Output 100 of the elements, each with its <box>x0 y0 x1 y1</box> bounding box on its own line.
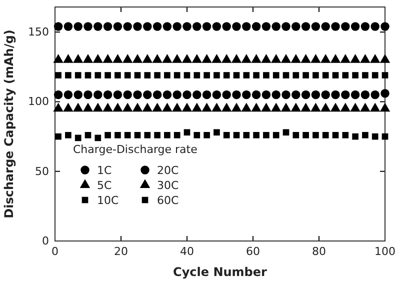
point <box>252 90 261 100</box>
point <box>74 90 82 100</box>
point <box>280 54 292 63</box>
point <box>350 102 360 112</box>
point <box>290 54 301 63</box>
point <box>84 132 92 138</box>
x-tick-label: 100 <box>374 244 396 258</box>
point <box>192 54 202 63</box>
point <box>113 22 122 31</box>
point <box>162 54 172 63</box>
point <box>164 132 170 138</box>
y-axis-title: Discharge Capacity (mAh/g) <box>2 30 16 218</box>
point <box>282 129 290 136</box>
point <box>104 132 111 138</box>
point <box>222 90 231 100</box>
point <box>312 132 319 138</box>
point <box>360 102 370 112</box>
point <box>312 72 319 78</box>
point <box>92 102 103 112</box>
point <box>152 90 162 100</box>
point <box>132 54 143 63</box>
point <box>142 54 152 63</box>
point <box>74 22 82 31</box>
point <box>251 54 262 63</box>
point <box>172 54 182 63</box>
point <box>352 133 358 140</box>
point <box>212 90 222 100</box>
point <box>282 90 290 100</box>
legend-label: 5C <box>97 179 112 192</box>
point <box>223 132 230 138</box>
point <box>134 132 141 138</box>
point <box>350 54 360 63</box>
point <box>84 22 92 31</box>
point <box>162 90 172 100</box>
point <box>271 102 282 112</box>
x-tick-label: 80 <box>312 244 326 258</box>
point <box>330 102 341 112</box>
point <box>53 102 64 112</box>
point <box>320 54 331 63</box>
point <box>133 22 142 31</box>
point <box>154 72 160 78</box>
point <box>380 102 390 112</box>
legend-label: 30C <box>157 179 179 192</box>
point <box>382 133 388 140</box>
point <box>94 22 102 31</box>
point <box>194 72 200 78</box>
point <box>132 102 143 112</box>
point <box>241 54 252 63</box>
point <box>204 72 210 78</box>
point <box>300 54 311 63</box>
x-tick-label: 60 <box>246 244 260 258</box>
point <box>152 54 162 63</box>
point <box>102 102 113 112</box>
point <box>55 133 62 140</box>
point <box>73 54 84 63</box>
point <box>292 132 300 138</box>
point <box>192 102 202 112</box>
point <box>122 102 133 112</box>
point <box>182 54 192 63</box>
point <box>94 90 102 100</box>
point <box>94 72 102 78</box>
point <box>302 72 309 78</box>
point <box>202 54 212 63</box>
point <box>74 134 82 142</box>
point <box>301 22 310 31</box>
point <box>53 54 64 63</box>
point <box>300 102 311 112</box>
point <box>54 90 63 100</box>
point <box>251 102 262 112</box>
point <box>272 132 280 138</box>
point <box>154 132 160 138</box>
point <box>252 22 261 31</box>
point <box>262 22 271 31</box>
point <box>143 22 152 31</box>
point <box>332 72 339 78</box>
point <box>82 102 94 112</box>
point <box>104 72 111 78</box>
point <box>152 22 162 31</box>
x-axis-title: Cycle Number <box>173 265 268 279</box>
point <box>63 54 74 63</box>
point <box>172 90 182 100</box>
point <box>64 90 73 100</box>
point <box>63 102 74 112</box>
point <box>330 54 341 63</box>
point <box>311 22 320 31</box>
point <box>113 90 122 100</box>
point <box>123 90 132 100</box>
point <box>202 22 212 31</box>
point <box>144 132 151 138</box>
legend-label: 10C <box>97 194 119 207</box>
point <box>212 102 222 112</box>
point <box>65 72 72 78</box>
point <box>370 90 380 100</box>
point <box>164 72 170 78</box>
point <box>172 102 182 112</box>
point <box>292 90 300 100</box>
point <box>114 72 121 78</box>
point <box>362 132 368 138</box>
point <box>124 72 131 78</box>
point <box>352 72 358 78</box>
